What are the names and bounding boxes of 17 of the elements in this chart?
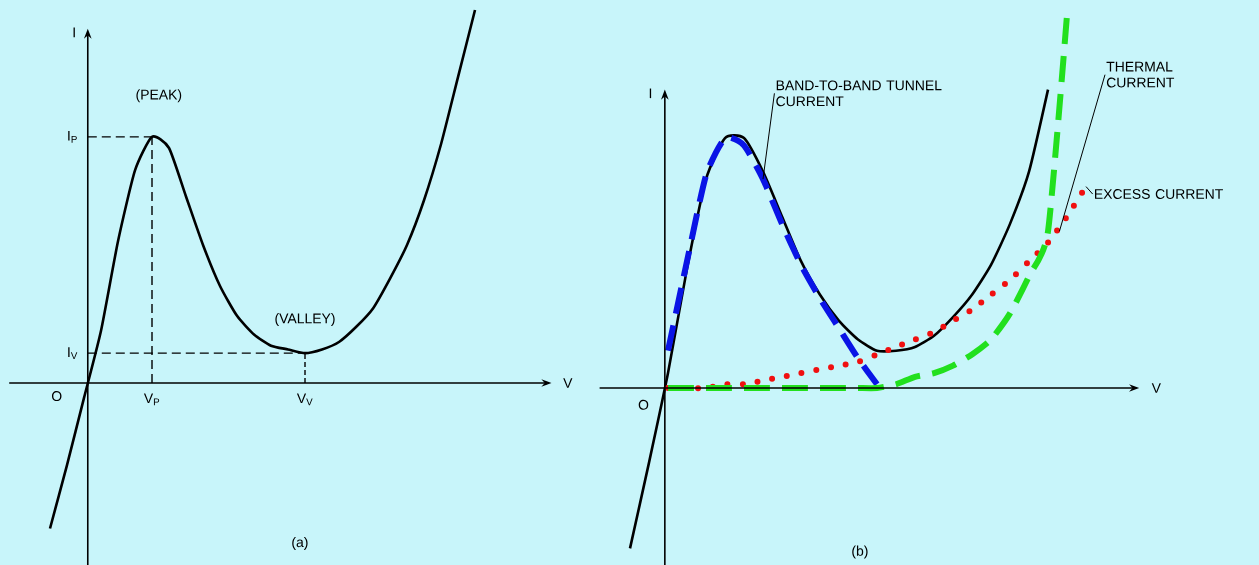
ref-line-label: I$_{P}$ (68, 130, 77, 143)
text: (b) (852, 545, 868, 559)
x-axis-title: V (563, 378, 573, 388)
annotation: O (51, 391, 62, 401)
y-axis-title: I (73, 27, 75, 38)
series-label: EXCESS CURRENT (1095, 189, 1223, 199)
annotation: (PEAK) (136, 89, 182, 103)
annotation: O (638, 399, 649, 410)
x-tick-label: V$_{V}$ (296, 393, 313, 406)
x-tick-label: V$_{P}$ (143, 393, 160, 406)
text: THERMAL CURRENT (1106, 61, 1175, 88)
annotation: (VALLEY) (275, 313, 335, 327)
y-axis-title: I (649, 88, 652, 99)
text: (a) (292, 536, 308, 550)
x-axis-title: V (1151, 383, 1161, 393)
text: BAND-TO-BAND TUNNEL CURRENT (776, 80, 942, 107)
ref-line-label: I$_{V}$ (68, 347, 78, 360)
